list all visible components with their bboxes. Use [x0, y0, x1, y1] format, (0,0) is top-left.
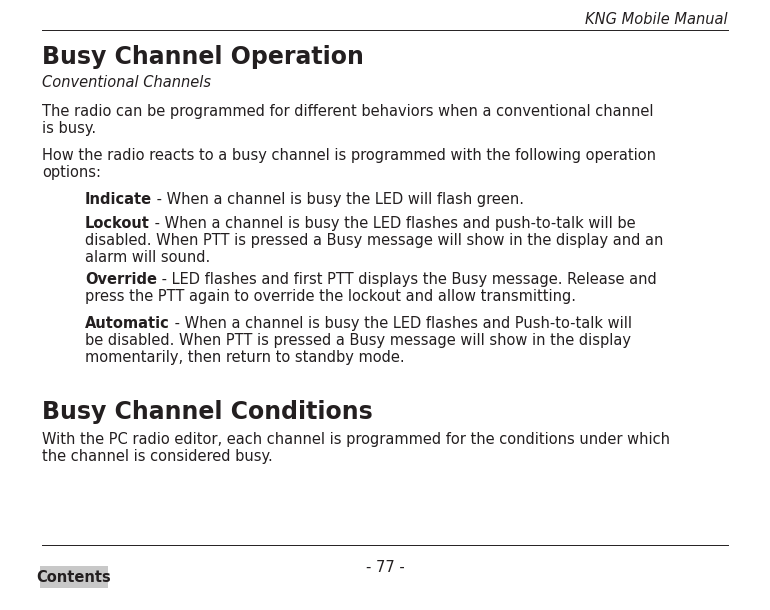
Text: Contents: Contents: [37, 570, 112, 584]
Text: - LED flashes and first PTT displays the Busy message. Release and: - LED flashes and first PTT displays the…: [157, 272, 657, 287]
Text: press the PTT again to override the lockout and allow transmitting.: press the PTT again to override the lock…: [85, 289, 576, 304]
Text: - 77 -: - 77 -: [366, 560, 404, 575]
Text: momentarily, then return to standby mode.: momentarily, then return to standby mode…: [85, 350, 404, 365]
Text: be disabled. When PTT is pressed a Busy message will show in the display: be disabled. When PTT is pressed a Busy …: [85, 333, 631, 348]
Text: How the radio reacts to a busy channel is programmed with the following operatio: How the radio reacts to a busy channel i…: [42, 148, 656, 163]
Text: Busy Channel Operation: Busy Channel Operation: [42, 45, 364, 69]
Text: - When a channel is busy the LED flashes and Push-to-talk will: - When a channel is busy the LED flashes…: [169, 316, 631, 331]
Text: - When a channel is busy the LED will flash green.: - When a channel is busy the LED will fl…: [152, 192, 524, 207]
Text: Lockout: Lockout: [85, 216, 150, 231]
Text: - When a channel is busy the LED flashes and push-to-talk will be: - When a channel is busy the LED flashes…: [150, 216, 635, 231]
Text: The radio can be programmed for different behaviors when a conventional channel: The radio can be programmed for differen…: [42, 104, 654, 119]
Text: options:: options:: [42, 165, 101, 180]
Text: Automatic: Automatic: [85, 316, 169, 331]
Text: the channel is considered busy.: the channel is considered busy.: [42, 449, 273, 464]
Text: Conventional Channels: Conventional Channels: [42, 75, 211, 90]
FancyBboxPatch shape: [40, 566, 108, 588]
Text: Busy Channel Conditions: Busy Channel Conditions: [42, 400, 373, 424]
Text: disabled. When PTT is pressed a Busy message will show in the display and an: disabled. When PTT is pressed a Busy mes…: [85, 233, 664, 248]
Text: With the PC radio editor, each channel is programmed for the conditions under wh: With the PC radio editor, each channel i…: [42, 432, 670, 447]
Text: KNG Mobile Manual: KNG Mobile Manual: [585, 12, 728, 27]
Text: Indicate: Indicate: [85, 192, 152, 207]
Text: Override: Override: [85, 272, 157, 287]
Text: alarm will sound.: alarm will sound.: [85, 250, 210, 265]
Text: is busy.: is busy.: [42, 121, 96, 136]
